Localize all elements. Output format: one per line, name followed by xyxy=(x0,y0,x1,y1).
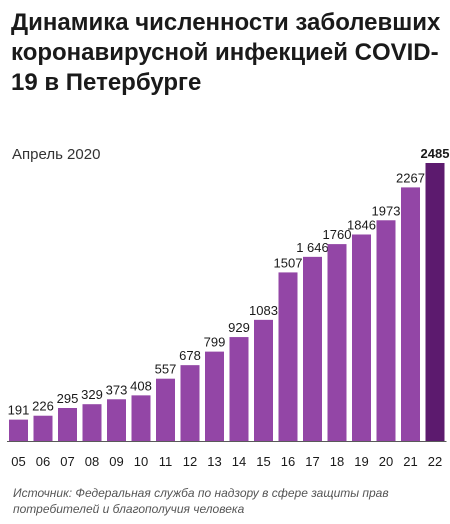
value-label-06: 226 xyxy=(32,399,54,414)
x-tick-11: 11 xyxy=(159,454,173,469)
bar-17 xyxy=(303,256,322,441)
x-tick-05: 05 xyxy=(11,454,25,469)
x-tick-17: 17 xyxy=(305,454,319,469)
bar-07 xyxy=(58,407,77,441)
value-label-18: 1760 xyxy=(323,227,352,242)
bar-16 xyxy=(278,272,298,441)
x-tick-19: 19 xyxy=(354,454,368,469)
value-label-10: 408 xyxy=(130,378,152,393)
x-tick-12: 12 xyxy=(183,454,197,469)
value-label-21: 2267 xyxy=(396,170,425,185)
bar-05 xyxy=(9,419,28,441)
bar-21 xyxy=(401,187,420,441)
bar-22 xyxy=(425,163,445,441)
value-label-08: 329 xyxy=(81,387,103,402)
value-label-16: 1507 xyxy=(274,255,303,270)
x-tick-06: 06 xyxy=(36,454,50,469)
value-label-12: 678 xyxy=(179,348,201,363)
bar-14 xyxy=(229,337,249,441)
chart-title: Динамика численности заболевших коронави… xyxy=(11,9,441,96)
value-label-19: 1846 xyxy=(347,217,376,232)
value-label-05: 191 xyxy=(8,403,30,418)
bar-10 xyxy=(131,395,151,441)
x-tick-10: 10 xyxy=(134,454,148,469)
value-label-15: 1083 xyxy=(249,303,278,318)
bar-15 xyxy=(254,319,273,441)
bar-08 xyxy=(82,404,102,441)
value-label-07: 295 xyxy=(57,391,79,406)
bar-13 xyxy=(205,351,224,441)
value-label-13: 799 xyxy=(204,335,226,350)
x-tick-09: 09 xyxy=(109,454,123,469)
bar-20 xyxy=(376,220,396,441)
x-tick-14: 14 xyxy=(232,454,246,469)
chart-subtitle: Апрель 2020 xyxy=(12,146,101,163)
x-tick-15: 15 xyxy=(256,454,270,469)
bar-09 xyxy=(107,399,126,441)
value-label-20: 1973 xyxy=(372,203,401,218)
bar-12 xyxy=(180,365,200,441)
bar-06 xyxy=(33,415,53,441)
bar-11 xyxy=(156,378,175,441)
value-label-22: 2485 xyxy=(421,146,450,161)
x-tick-13: 13 xyxy=(207,454,221,469)
x-tick-18: 18 xyxy=(330,454,344,469)
x-tick-08: 08 xyxy=(85,454,99,469)
x-tick-07: 07 xyxy=(60,454,74,469)
x-tick-16: 16 xyxy=(281,454,295,469)
bar-chart: 191 05 226 06 295 07 329 08 373 09 408 10 557 11 678 12… xyxy=(7,146,450,469)
x-tick-20: 20 xyxy=(379,454,393,469)
value-label-11: 557 xyxy=(155,362,177,377)
value-label-17: 1 646 xyxy=(296,240,329,255)
value-label-14: 929 xyxy=(228,320,250,335)
x-tick-21: 21 xyxy=(403,454,417,469)
x-tick-22: 22 xyxy=(428,454,442,469)
bar-18 xyxy=(327,244,347,441)
value-label-09: 373 xyxy=(106,382,128,397)
bar-19 xyxy=(352,234,371,441)
source-note: Источник: Федеральная служба по надзору … xyxy=(13,486,389,516)
